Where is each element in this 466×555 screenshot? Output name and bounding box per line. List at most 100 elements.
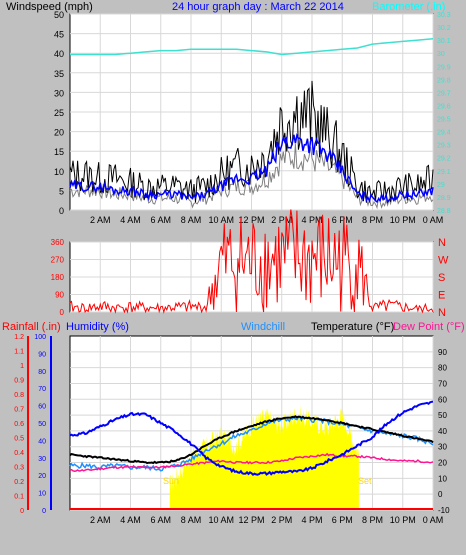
wind-tick-label: 50 [54, 10, 64, 20]
rain-tick-label: 1.1 [14, 349, 24, 356]
humidity-tick-label: 30 [38, 456, 46, 463]
direction-tick-label: 180 [51, 273, 65, 282]
compass-tick-label: N [438, 307, 446, 319]
solar-area [169, 404, 359, 510]
sunset-label: Set [358, 476, 372, 486]
x-tick-label: 4 PM [301, 215, 322, 225]
x-tick-label: 8 AM [181, 215, 202, 225]
dewpoint-line [69, 452, 434, 472]
direction-axis-ticks: 0 90 180 270 360 [51, 238, 65, 317]
wind-grey-line [69, 143, 434, 210]
x-tick-label: 10 AM [208, 515, 234, 525]
rain-tick-label: 0.5 [14, 436, 24, 443]
x-tick-label: 6 PM [332, 515, 353, 525]
barometer-tick-label: 30.1 [437, 38, 451, 45]
wind-tick-label: 20 [54, 128, 64, 138]
direction-tick-label: 360 [51, 238, 65, 247]
wind-average-line [69, 132, 434, 204]
compass-tick-label: W [438, 255, 449, 267]
rainfall-label: Rainfall (.in) [2, 321, 61, 333]
humidity-tick-label: 0 [42, 508, 46, 515]
temperature-tick-label: -10 [438, 506, 450, 515]
barometer-tick-label: 29.5 [437, 117, 451, 124]
barometer-tick-label: 30.2 [437, 25, 451, 32]
x-tick-label: 2 PM [271, 515, 292, 525]
x-tick-label: 6 AM [150, 215, 171, 225]
temperature-tick-label: 50 [438, 411, 447, 420]
direction-grid [70, 241, 434, 313]
humidity-tick-label: 10 [38, 491, 46, 498]
temperature-tick-label: 10 [438, 474, 447, 483]
wind-tick-label: 10 [54, 167, 64, 177]
humidity-tick-label: 60 [38, 404, 46, 411]
rain-tick-label: 0.2 [14, 479, 24, 486]
windchill-line [69, 415, 434, 472]
wind-tick-label: 30 [54, 88, 64, 98]
humidity-tick-label: 80 [38, 369, 46, 376]
barometer-tick-label: 28.8 [437, 208, 451, 215]
wind-gust-line [69, 80, 434, 203]
wind-x-ticks: 2 AM 4 AM 6 AM 8 AM 10 AM 12 PM 2 PM 4 PM 6 PM 8 … [90, 215, 443, 225]
barometer-tick-label: 30.3 [437, 12, 451, 19]
barometer-tick-label: 29.9 [437, 64, 451, 71]
barometer-tick-label: 30 [437, 51, 445, 58]
barometer-tick-label: 29.4 [437, 130, 451, 137]
temperature-tick-label: 20 [438, 459, 447, 468]
x-tick-label: 10 PM [390, 515, 416, 525]
temperature-tick-label: 0 [438, 490, 443, 499]
barometer-tick-label: 28.9 [437, 195, 451, 202]
temperature-series [69, 400, 434, 510]
barometer-axis-ticks: 28.8 28.9 29 29.1 29.2 29.3 29.4 29.5 29.6 29.7 29… [437, 12, 451, 215]
temperature-tick-label: 30 [438, 443, 447, 452]
humidity-tick-label: 20 [38, 473, 46, 480]
rain-tick-label: 0 [20, 508, 24, 515]
rain-tick-label: 0.6 [14, 421, 24, 428]
wind-series [69, 38, 434, 210]
temperature-label: Temperature (°F) [311, 321, 394, 333]
compass-tick-label: S [438, 272, 445, 284]
x-tick-label: 4 PM [301, 515, 322, 525]
temperature-tick-label: 60 [438, 395, 447, 404]
rain-tick-label: 0.4 [14, 450, 24, 457]
x-tick-label: 2 PM [271, 215, 292, 225]
direction-tick-label: 270 [51, 256, 65, 265]
windchill-label: Windchill [241, 321, 285, 333]
humidity-label: Humidity (%) [66, 321, 129, 333]
compass-tick-label: E [438, 290, 445, 302]
barometer-tick-label: 29.2 [437, 156, 451, 163]
rain-tick-label: 0.1 [14, 494, 24, 501]
humidity-tick-label: 90 [38, 351, 46, 358]
wind-tick-label: 40 [54, 49, 64, 59]
wind-axis-ticks: 0 5 10 15 20 25 30 35 40 45 50 [54, 10, 64, 216]
solar-radiation-area [169, 404, 359, 510]
temperature-tick-label: 70 [438, 379, 447, 388]
rain-tick-label: 0.7 [14, 407, 24, 414]
temperature-x-ticks: 2 AM 4 AM 6 AM 8 AM 10 AM 12 PM 2 PM 4 PM 6 PM 8 … [90, 515, 443, 525]
x-tick-label: 0 AM [423, 215, 444, 225]
wind-tick-label: 0 [59, 206, 64, 216]
x-tick-label: 0 AM [423, 515, 444, 525]
rain-tick-label: 0.9 [14, 378, 24, 385]
rain-tick-label: 0.8 [14, 392, 24, 399]
wind-tick-label: 35 [54, 69, 64, 79]
x-tick-label: 4 AM [120, 215, 141, 225]
x-tick-label: 12 PM [238, 215, 264, 225]
windspeed-label: Windspeed (mph) [6, 1, 93, 13]
date-title: 24 hour graph day : March 22 2014 [172, 1, 344, 13]
humidity-tick-label: 40 [38, 438, 46, 445]
barometer-label: Barometer (.in) [372, 1, 445, 13]
temperature-tick-label: 80 [438, 364, 447, 373]
temperature-tick-label: 90 [438, 348, 447, 357]
x-tick-label: 10 PM [390, 215, 416, 225]
barometer-line [70, 38, 434, 56]
rain-axis-ticks: 0 0.1 0.2 0.3 0.4 0.5 0.6 0.7 0.8 0.9 1 1.1 1.2 [14, 334, 29, 515]
humidity-axis-ticks: 0 10 20 30 40 50 60 70 80 90 100 [34, 334, 52, 515]
dewpoint-label: Dew Point (°F) [393, 321, 465, 333]
humidity-tick-label: 100 [34, 334, 46, 341]
x-tick-label: 8 PM [362, 215, 383, 225]
humidity-tick-label: 70 [38, 386, 46, 393]
barometer-tick-label: 29.7 [437, 90, 451, 97]
wind-tick-label: 5 [59, 186, 64, 196]
